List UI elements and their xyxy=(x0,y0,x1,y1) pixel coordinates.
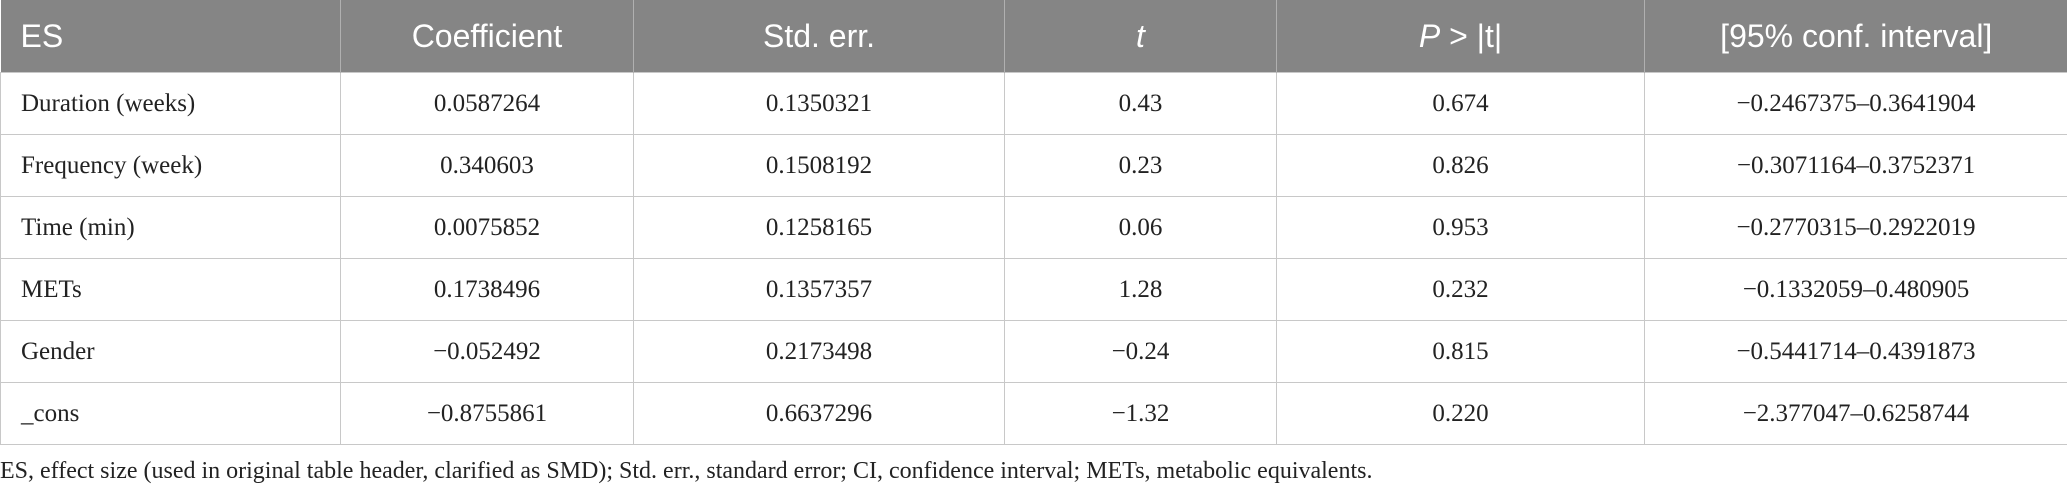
table-cell: −0.8755861 xyxy=(340,382,634,445)
table-cell: −0.24 xyxy=(1004,320,1277,383)
table-cell: 0.1258165 xyxy=(633,196,1005,259)
table-cell: −0.052492 xyxy=(340,320,634,383)
table-cell: 0.815 xyxy=(1276,320,1645,383)
table-row: Time (min) 0.0075852 0.1258165 0.06 0.953 −0.… xyxy=(0,196,2067,259)
row-label: Gender xyxy=(0,320,341,383)
table-cell: 0.23 xyxy=(1004,134,1277,197)
row-label: Time (min) xyxy=(0,196,341,259)
table-cell: 1.28 xyxy=(1004,258,1277,321)
table-body: Duration (weeks) 0.0587264 0.1350321 0.43 0.… xyxy=(0,72,2067,445)
header-cell: t xyxy=(1004,0,1277,73)
header-row: ES Coefficient Std. err. t P > |t| [95% … xyxy=(0,0,2067,73)
table-row: Gender −0.052492 0.2173498 −0.24 0.815 −0.544… xyxy=(0,320,2067,383)
table-cell: −1.32 xyxy=(1004,382,1277,445)
table-cell: 0.953 xyxy=(1276,196,1645,259)
table-cell: −0.2467375–0.3641904 xyxy=(1644,72,2067,135)
header-cell: ES xyxy=(0,0,341,73)
table-cell: 0.340603 xyxy=(340,134,634,197)
header-cell: P > |t| xyxy=(1276,0,1645,73)
table-cell: 0.674 xyxy=(1276,72,1645,135)
table-row: _cons −0.8755861 0.6637296 −1.32 0.220 −2.377… xyxy=(0,382,2067,445)
table-cell: 0.1738496 xyxy=(340,258,634,321)
table-cell: 0.220 xyxy=(1276,382,1645,445)
table-cell: −0.3071164–0.3752371 xyxy=(1644,134,2067,197)
footnote: ES, effect size (used in original table … xyxy=(0,458,1373,484)
row-label: Duration (weeks) xyxy=(0,72,341,135)
table-cell: −0.2770315–0.2922019 xyxy=(1644,196,2067,259)
table-cell: 0.1350321 xyxy=(633,72,1005,135)
table-cell: 0.1508192 xyxy=(633,134,1005,197)
header-cell: [95% conf. interval] xyxy=(1644,0,2067,73)
table-cell: 0.0587264 xyxy=(340,72,634,135)
table-row: METs 0.1738496 0.1357357 1.28 0.232 −0.133205… xyxy=(0,258,2067,321)
table-cell: 0.06 xyxy=(1004,196,1277,259)
row-label: METs xyxy=(0,258,341,321)
table-cell: 0.2173498 xyxy=(633,320,1005,383)
table-header: ES Coefficient Std. err. t P > |t| [95% … xyxy=(0,0,2067,73)
table-row: Frequency (week) 0.340603 0.1508192 0.23 0.8… xyxy=(0,134,2067,197)
row-label: _cons xyxy=(0,382,341,445)
regression-table: ES Coefficient Std. err. t P > |t| [95% … xyxy=(0,0,2067,445)
table-cell: −2.377047–0.6258744 xyxy=(1644,382,2067,445)
table-cell: −0.1332059–0.480905 xyxy=(1644,258,2067,321)
table-cell: 0.43 xyxy=(1004,72,1277,135)
header-italic: P xyxy=(1418,17,1441,54)
table-cell: −0.5441714–0.4391873 xyxy=(1644,320,2067,383)
table-cell: 0.826 xyxy=(1276,134,1645,197)
table-row: Duration (weeks) 0.0587264 0.1350321 0.43 0.… xyxy=(0,72,2067,135)
header-cell: Std. err. xyxy=(633,0,1005,73)
header-rest: > |t| xyxy=(1440,17,1503,54)
table-cell: 0.6637296 xyxy=(633,382,1005,445)
table-cell: 0.232 xyxy=(1276,258,1645,321)
row-label: Frequency (week) xyxy=(0,134,341,197)
table-cell: 0.0075852 xyxy=(340,196,634,259)
table-cell: 0.1357357 xyxy=(633,258,1005,321)
header-cell: Coefficient xyxy=(340,0,634,73)
